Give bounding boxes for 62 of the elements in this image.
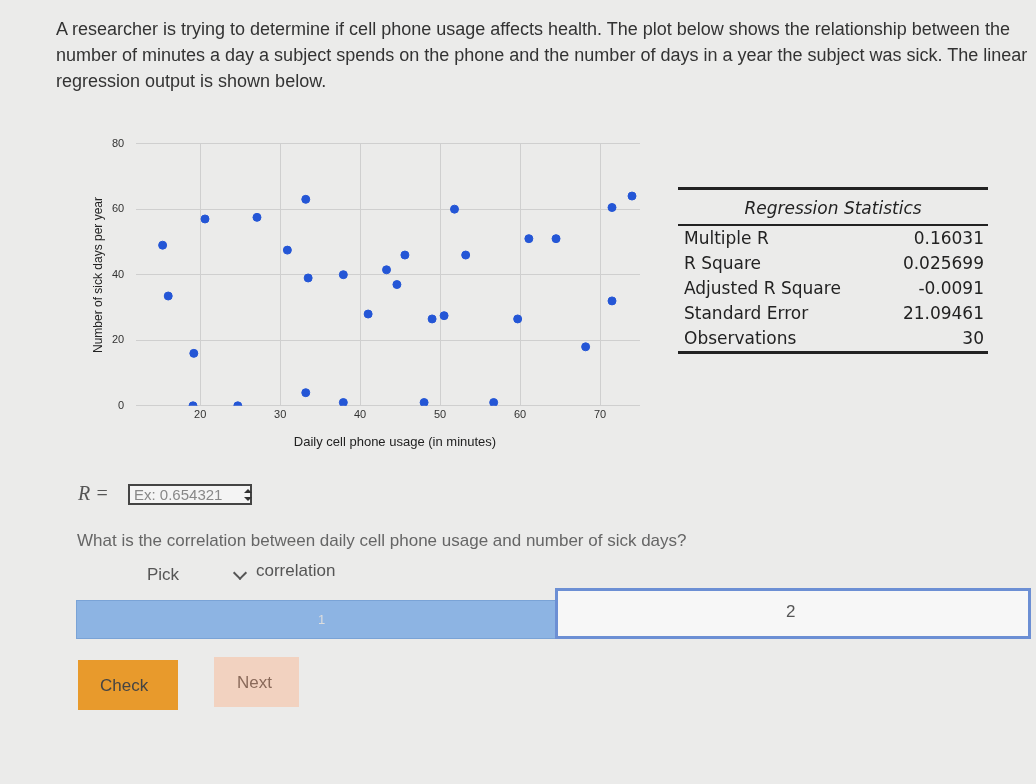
point	[461, 250, 471, 260]
point	[382, 265, 392, 275]
text: Regression Statistics	[678, 190, 988, 226]
x-tick-label: 40	[354, 408, 367, 421]
point	[303, 273, 313, 283]
point	[301, 194, 311, 204]
category-label: Adjusted R Square	[684, 278, 841, 298]
text: What is the correlation between daily cell phone usage and number of sick days?	[77, 531, 687, 551]
x-tick-label: 60	[513, 408, 527, 421]
point	[252, 212, 262, 222]
point	[551, 234, 561, 244]
x-tick-label: 50	[433, 408, 447, 421]
category-label: Observations	[684, 328, 797, 348]
point	[427, 314, 437, 324]
category-label: Multiple R	[684, 228, 769, 248]
chart-title: A researcher is trying to determine if cell phone usage affects health. The plot below shows the relationship between the number of minutes a day a subject spends on the phone and the number of days in a year the subject was sick. The linear regression output is shown below.	[56, 18, 1029, 93]
point	[338, 398, 348, 406]
point	[163, 291, 173, 301]
x-tick-label: 30	[274, 408, 287, 421]
point	[200, 214, 210, 224]
point	[513, 314, 523, 324]
text: correlation	[256, 561, 336, 581]
point	[189, 348, 199, 358]
data-label: -0.0091	[918, 278, 984, 298]
text: Pick	[147, 565, 180, 585]
point	[282, 245, 292, 255]
point	[607, 296, 617, 306]
y-tick-label: 60	[111, 202, 125, 215]
point	[439, 311, 449, 321]
text: 1	[318, 612, 326, 627]
y-axis-title: Number of sick days per year	[91, 196, 105, 354]
point	[363, 309, 373, 319]
data-label: 21.09461	[902, 303, 984, 323]
data-label: 0.16031	[913, 228, 984, 248]
text: 2	[786, 602, 796, 622]
text: Ex: 0.654321	[128, 484, 253, 505]
category-label: R Square	[684, 253, 762, 273]
point	[301, 388, 311, 398]
x-axis-title: Daily cell phone usage (in minutes)	[292, 434, 498, 449]
point	[489, 398, 499, 406]
point	[581, 342, 591, 352]
y-tick-label: 80	[111, 136, 125, 149]
category-label: Standard Error	[684, 303, 809, 323]
point	[338, 270, 348, 280]
point	[400, 250, 410, 260]
point	[607, 203, 617, 213]
y-tick-label: 20	[111, 333, 125, 346]
point	[524, 234, 534, 244]
x-tick-label: 70	[593, 408, 607, 421]
point	[449, 204, 459, 214]
text: R =	[78, 482, 109, 505]
point	[392, 280, 402, 290]
text: Next	[237, 673, 272, 693]
point	[158, 240, 168, 250]
data-label: 0.025699	[902, 253, 984, 273]
y-tick-label: 0	[118, 398, 125, 411]
point	[627, 191, 637, 201]
point	[419, 398, 429, 406]
text: Check	[100, 676, 149, 696]
x-tick-label: 20	[194, 408, 207, 421]
data-label: 30	[962, 328, 984, 348]
y-tick-label: 40	[111, 267, 125, 280]
